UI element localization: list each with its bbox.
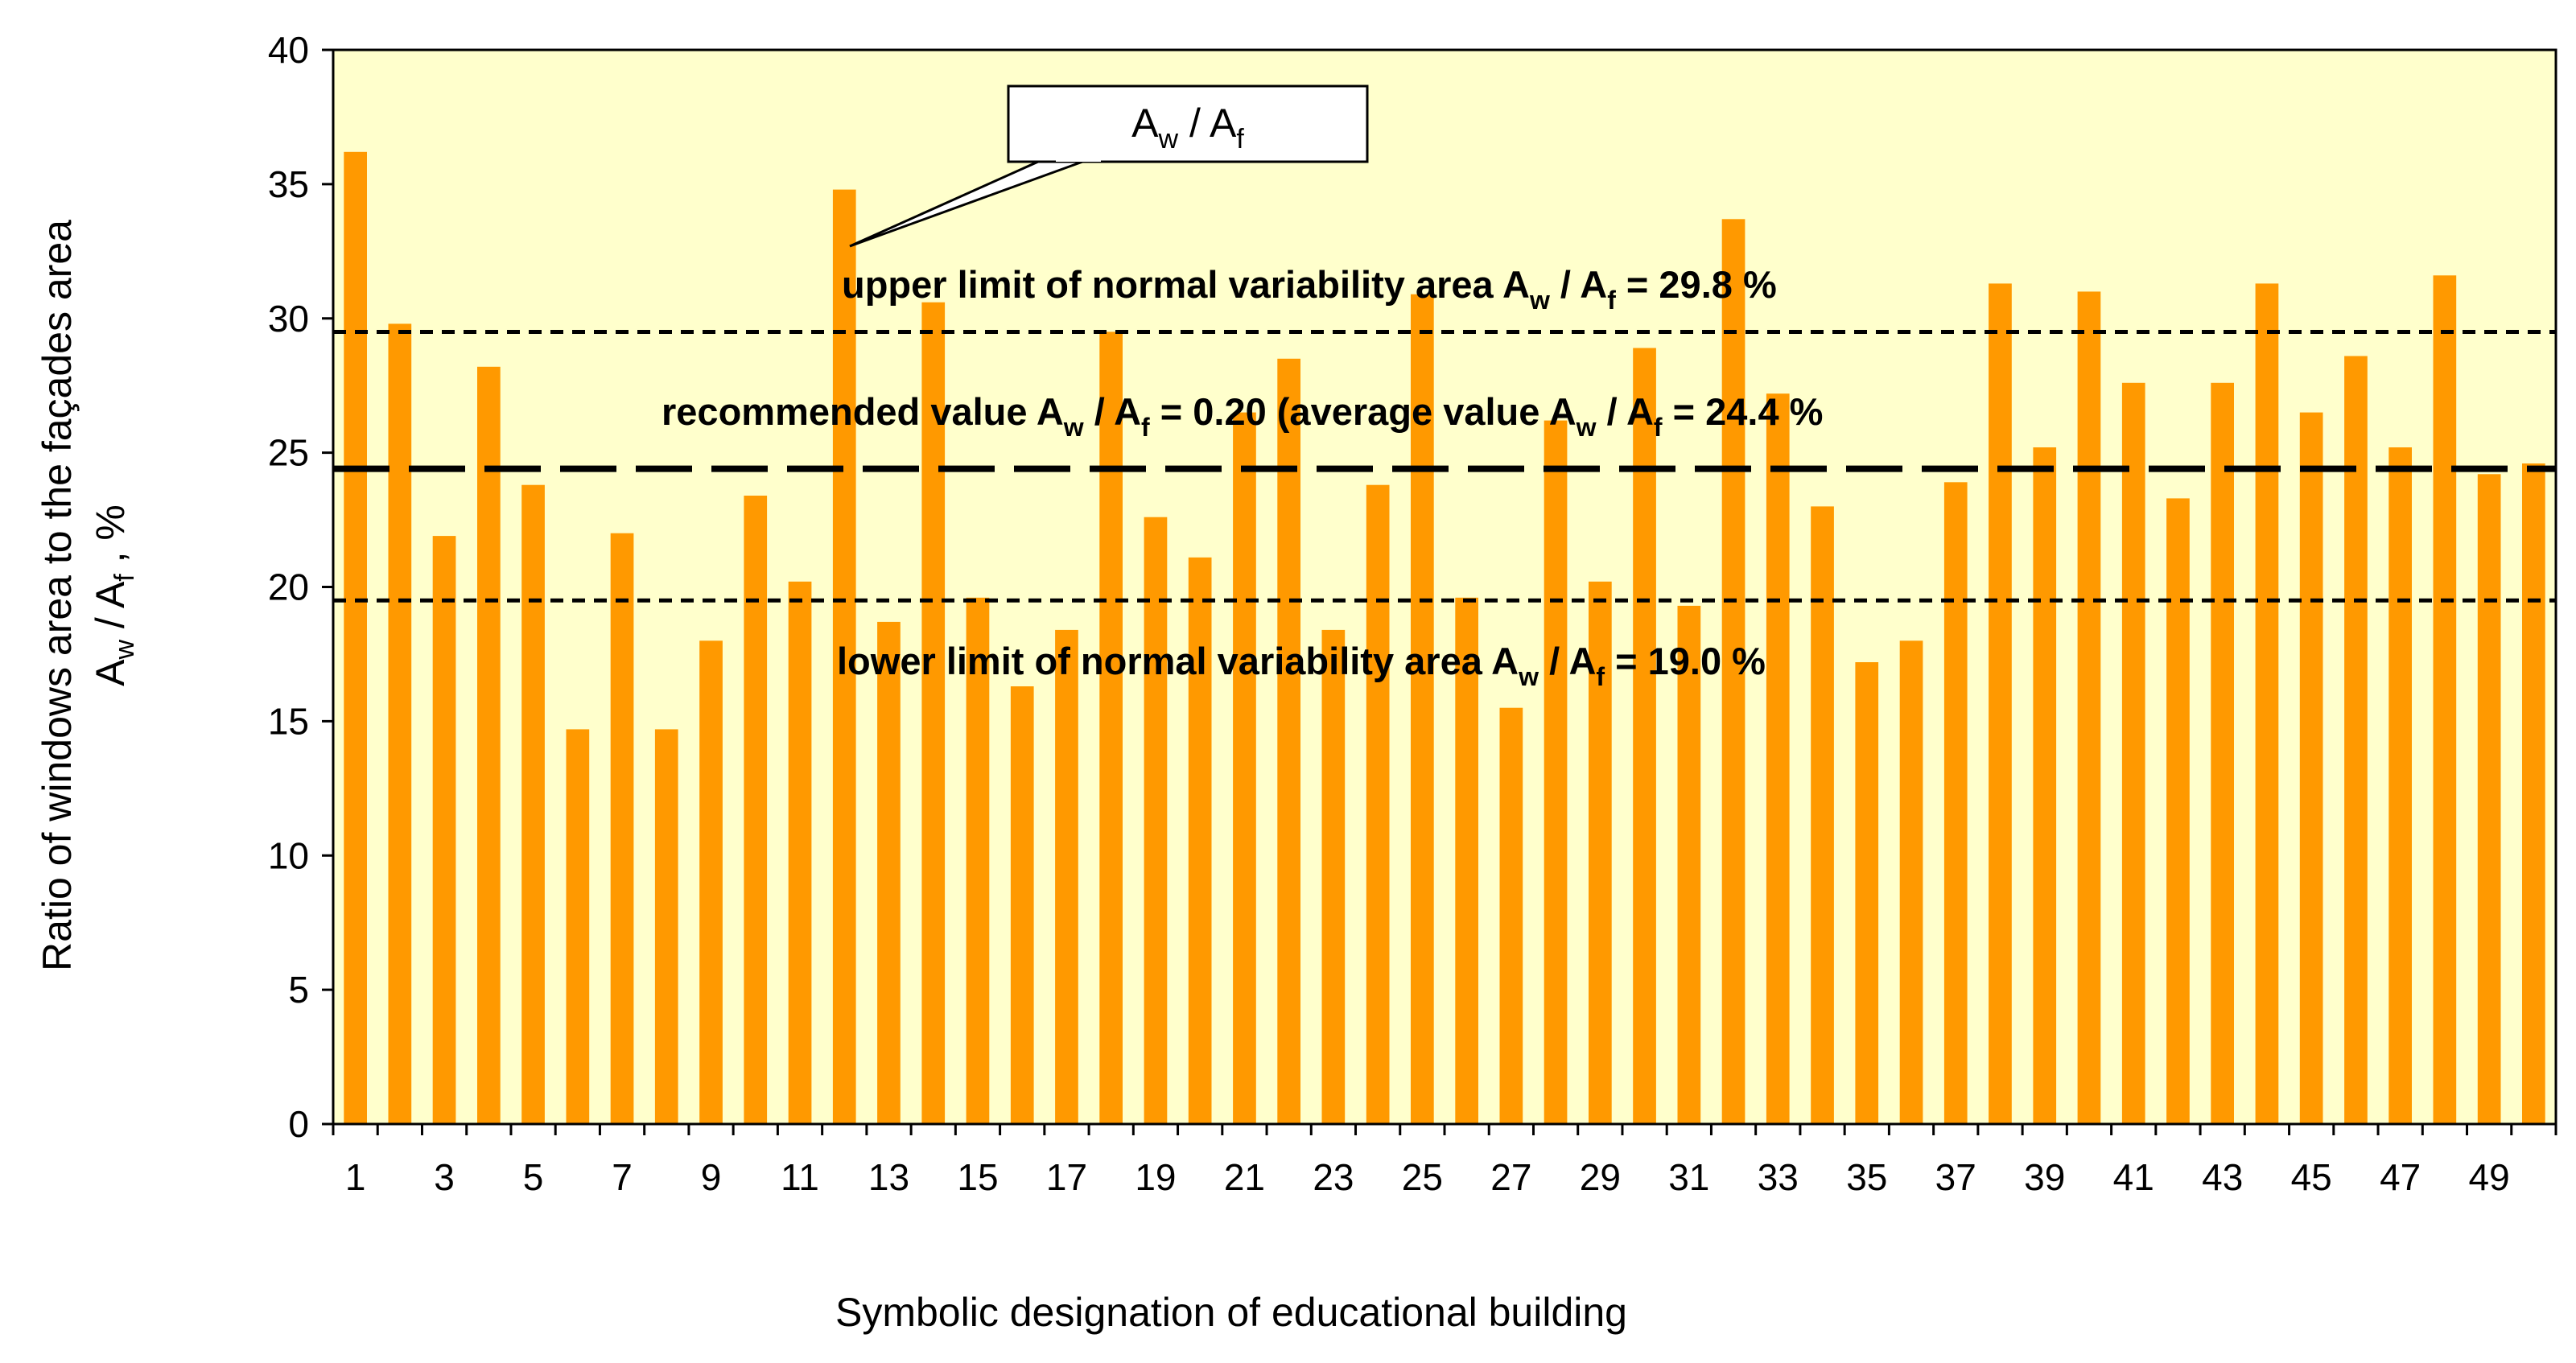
bar-33: [1766, 393, 1790, 1124]
x-tick-label: 3: [434, 1156, 455, 1198]
bar-38: [1989, 283, 2012, 1124]
x-tick-label: 11: [781, 1156, 819, 1198]
x-tick-label: 43: [2202, 1156, 2243, 1198]
x-tick-label: 29: [1580, 1156, 1621, 1198]
bar-40: [2077, 291, 2101, 1124]
bar-21: [1233, 412, 1256, 1124]
x-tick-label: 37: [1935, 1156, 1976, 1198]
x-tick-label: 35: [1846, 1156, 1887, 1198]
bar-23: [1321, 629, 1346, 1124]
bar-3: [432, 536, 456, 1124]
x-tick-label: 39: [2024, 1156, 2065, 1198]
y-tick-label: 30: [268, 298, 309, 340]
bar-13: [877, 621, 901, 1124]
bar-17: [1055, 629, 1078, 1124]
bar-7: [610, 533, 634, 1124]
bar-37: [1943, 482, 1968, 1124]
y-tick-label: 10: [268, 834, 309, 876]
y-axis-title-line2: Aw / Af , %: [88, 504, 140, 686]
x-tick-label: 49: [2469, 1156, 2510, 1198]
bar-12: [832, 189, 856, 1125]
x-tick-label: 9: [701, 1156, 722, 1198]
x-tick-label: 45: [2291, 1156, 2332, 1198]
bar-36: [1899, 640, 1923, 1125]
bar-22: [1277, 358, 1300, 1124]
bars-group: [344, 151, 2545, 1125]
x-tick-label: 23: [1313, 1156, 1354, 1198]
x-tick-label: 5: [523, 1156, 544, 1198]
bar-43: [2211, 382, 2234, 1124]
bar-42: [2166, 498, 2190, 1124]
bar-41: [2121, 382, 2145, 1124]
callout-text: Aw / Af: [1131, 101, 1244, 154]
callout-box: [1007, 84, 1369, 163]
x-tick-label: 33: [1758, 1156, 1799, 1198]
bar-6: [566, 729, 590, 1124]
x-tick-label: 13: [868, 1156, 909, 1198]
bar-34: [1811, 506, 1834, 1124]
y-tick-label: 20: [268, 566, 309, 608]
bar-5: [521, 484, 545, 1124]
bar-47: [2388, 447, 2412, 1124]
x-tick-label: 21: [1224, 1156, 1265, 1198]
bar-1: [344, 151, 367, 1124]
bar-30: [1633, 348, 1656, 1124]
bar-15: [966, 597, 990, 1124]
bar-32: [1721, 219, 1745, 1124]
y-tick-label: 40: [268, 29, 309, 71]
y-tick-label: 25: [268, 432, 309, 474]
lower-limit-annotation: lower limit of normal variability area A…: [837, 640, 1766, 691]
bar-4: [477, 366, 501, 1124]
bar-28: [1544, 420, 1568, 1124]
callout: Aw / Af: [849, 84, 1369, 248]
y-tick-label: 5: [288, 969, 309, 1011]
bar-29: [1589, 581, 1612, 1124]
bar-49: [2477, 474, 2501, 1124]
y-tick-label: 15: [268, 700, 309, 742]
bar-45: [2299, 412, 2323, 1124]
bar-46: [2344, 356, 2368, 1124]
y-tick-label: 35: [268, 163, 309, 205]
y-tick-labels: 0 5 10 15 20 25 30 35 40: [268, 29, 309, 1145]
bar-50: [2522, 463, 2545, 1124]
y-tick-label: 0: [288, 1103, 309, 1145]
x-tick-label: 15: [957, 1156, 998, 1198]
bar-9: [699, 640, 723, 1125]
axes-group: [322, 48, 2557, 1135]
bar-19: [1144, 517, 1168, 1124]
bar-35: [1855, 662, 1879, 1124]
bar-10: [744, 496, 768, 1124]
x-tick-label: 17: [1046, 1156, 1087, 1198]
x-axis-title: Symbolic designation of educational buil…: [835, 1290, 1627, 1335]
bar-16: [1010, 686, 1034, 1124]
x-tick-labels: 1 3 5 7 9 11 13 15 17 19 21 23 25 27 29 31 33 35 37 39 41 43 4…: [345, 1156, 2510, 1198]
x-tick-label: 7: [612, 1156, 633, 1198]
bar-44: [2255, 283, 2279, 1124]
bar-31: [1677, 605, 1701, 1124]
bar-25: [1411, 294, 1434, 1125]
x-tick-label: 19: [1135, 1156, 1176, 1198]
bar-24: [1366, 484, 1390, 1124]
bar-14: [921, 302, 946, 1124]
bar-8: [654, 729, 678, 1124]
y-axis-title-line1: Ratio of windows area to the façades are…: [35, 220, 80, 971]
upper-limit-annotation: upper limit of normal variability area A…: [842, 263, 1777, 315]
recommended-value-annotation: recommended value Aw / Af = 0.20 (averag…: [662, 390, 1823, 442]
bar-2: [388, 323, 412, 1124]
bar-39: [2033, 447, 2057, 1124]
bar-48: [2433, 275, 2457, 1124]
x-tick-label: 47: [2380, 1156, 2421, 1198]
x-tick-label: 25: [1402, 1156, 1443, 1198]
x-tick-label: 31: [1668, 1156, 1709, 1198]
x-tick-label: 1: [345, 1156, 366, 1198]
bar-27: [1499, 707, 1523, 1124]
bar-11: [788, 581, 812, 1124]
x-tick-label: 41: [2113, 1156, 2154, 1198]
bar-20: [1188, 557, 1212, 1124]
bar-26: [1455, 597, 1478, 1124]
bar-18: [1099, 331, 1123, 1124]
x-tick-label: 27: [1490, 1156, 1531, 1198]
